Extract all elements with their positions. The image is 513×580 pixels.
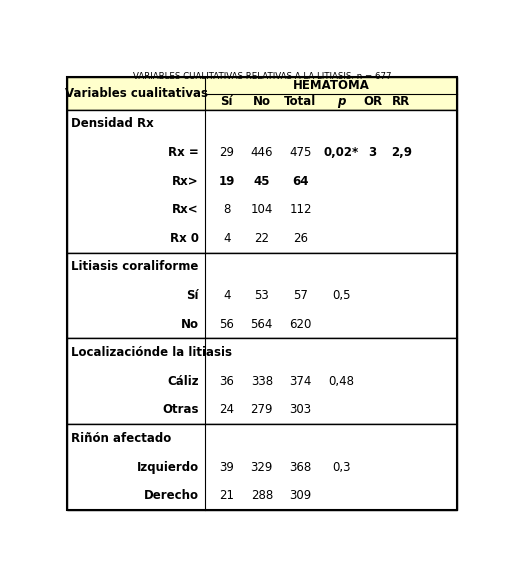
Text: 564: 564 [250,318,273,331]
Text: 288: 288 [251,490,273,502]
Text: 112: 112 [289,203,312,216]
Text: Total: Total [284,96,317,108]
Text: 374: 374 [289,375,312,388]
Text: 3: 3 [368,146,377,159]
Text: Sí: Sí [186,289,199,302]
Text: 19: 19 [219,175,235,188]
Text: 45: 45 [253,175,270,188]
Text: 0,5: 0,5 [332,289,351,302]
Text: No: No [181,318,199,331]
Text: Izquierdo: Izquierdo [137,461,199,474]
Text: 4: 4 [223,232,231,245]
Text: 57: 57 [293,289,308,302]
Text: 53: 53 [254,289,269,302]
Text: 24: 24 [220,404,234,416]
Text: 104: 104 [250,203,273,216]
Text: Rx 0: Rx 0 [170,232,199,245]
Text: 368: 368 [289,461,311,474]
Text: No: No [253,96,271,108]
Text: 4: 4 [223,289,231,302]
Text: 39: 39 [220,461,234,474]
Text: 309: 309 [289,490,311,502]
Text: 64: 64 [292,175,309,188]
Text: Sí: Sí [221,96,233,108]
Text: 446: 446 [250,146,273,159]
Bar [67,339,457,424]
Text: 329: 329 [250,461,273,474]
Text: VARIABLES CUALITATIVAS RELATIVAS A LA LITIASIS. n = 677: VARIABLES CUALITATIVAS RELATIVAS A LA LI… [133,72,392,81]
Bar [67,77,457,110]
Text: Variables cualitativas: Variables cualitativas [65,87,208,100]
Text: 475: 475 [289,146,312,159]
Text: Rx =: Rx = [168,146,199,159]
Text: 338: 338 [251,375,273,388]
Text: Rx<: Rx< [172,203,199,216]
Text: RR: RR [392,96,410,108]
Text: Otras: Otras [163,404,199,416]
Text: Riñón afectado: Riñón afectado [71,432,171,445]
Text: 303: 303 [289,404,311,416]
Text: 0,3: 0,3 [332,461,351,474]
Text: Derecho: Derecho [144,490,199,502]
Bar [67,424,457,510]
Text: Densidad Rx: Densidad Rx [71,117,154,130]
Text: 2,9: 2,9 [391,146,412,159]
Text: Cáliz: Cáliz [167,375,199,388]
Text: OR: OR [363,96,382,108]
Text: HEMATOMA: HEMATOMA [293,79,369,92]
Text: Litiasis coraliforme: Litiasis coraliforme [71,260,199,273]
Text: 0,48: 0,48 [328,375,354,388]
Text: 0,02*: 0,02* [324,146,359,159]
Bar [67,110,457,253]
Text: 36: 36 [220,375,234,388]
Text: 21: 21 [220,490,234,502]
Text: 29: 29 [220,146,234,159]
Text: 56: 56 [220,318,234,331]
Text: Rx>: Rx> [172,175,199,188]
Text: p: p [338,96,346,108]
Text: 620: 620 [289,318,312,331]
Text: 22: 22 [254,232,269,245]
Text: 279: 279 [250,404,273,416]
Bar [67,253,457,339]
Text: 26: 26 [293,232,308,245]
Text: Localizaciónde la litiasis: Localizaciónde la litiasis [71,346,232,359]
Text: 8: 8 [223,203,230,216]
